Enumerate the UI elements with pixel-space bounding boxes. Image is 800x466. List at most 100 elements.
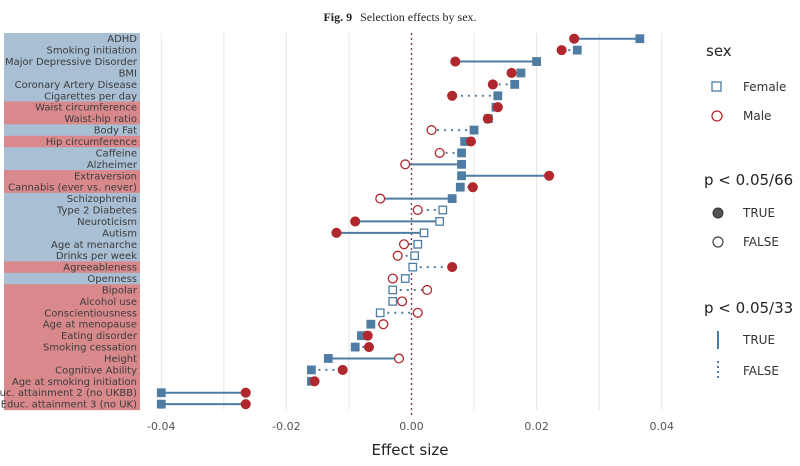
legend: sex Female Male p < 0.05/66 TRUE FALSE p… xyxy=(704,42,793,381)
x-axis-ticks: -0.04 -0.02 0.00 0.02 0.04 xyxy=(147,420,674,433)
male-point xyxy=(375,193,386,204)
trait-label: Age at menopause xyxy=(43,320,137,331)
trait-band xyxy=(4,295,140,308)
trait-label: Alzheimer xyxy=(87,160,138,171)
trait-label: BMI xyxy=(119,68,137,79)
x-tick-label: -0.02 xyxy=(272,420,300,433)
male-point xyxy=(397,296,408,307)
female-point xyxy=(510,79,520,89)
trait-band xyxy=(4,364,140,376)
trait-band xyxy=(4,249,140,262)
trait-label: Smoking cessation xyxy=(43,343,137,354)
male-point xyxy=(240,399,251,410)
grid-lines xyxy=(160,33,663,416)
trait-label: Coronary Artery Disease xyxy=(15,80,137,91)
trait-band xyxy=(4,318,140,331)
legend-male-label: Male xyxy=(743,109,771,123)
legend-female-square xyxy=(711,81,722,92)
female-point xyxy=(400,274,410,283)
male-point xyxy=(506,67,517,79)
male-point xyxy=(556,45,567,56)
male-point xyxy=(392,250,403,261)
trait-label: Extraversion xyxy=(74,171,137,182)
female-point xyxy=(516,68,526,78)
female-point xyxy=(408,262,418,272)
trait-label: Age at menarche xyxy=(51,240,137,251)
trait-band xyxy=(4,147,140,159)
female-point xyxy=(457,159,466,169)
female-point xyxy=(375,308,385,318)
x-axis-title: Effect size xyxy=(371,441,448,459)
male-point xyxy=(422,284,433,296)
female-point xyxy=(455,182,465,192)
female-point xyxy=(413,239,423,249)
trait-band xyxy=(4,329,140,342)
trait-band xyxy=(4,124,140,137)
legend-sex-title: sex xyxy=(706,42,732,60)
trait-bands xyxy=(4,33,140,411)
male-point xyxy=(412,204,423,216)
trait-label: Openness xyxy=(87,274,137,285)
trait-label: Bipolar xyxy=(102,285,138,296)
male-point xyxy=(309,376,320,387)
legend-p66-false-marker xyxy=(712,236,724,248)
male-point xyxy=(467,182,478,193)
male-point xyxy=(337,364,348,375)
trait-label: Cigarettes per day xyxy=(44,91,137,102)
male-point xyxy=(400,159,411,170)
trait-band xyxy=(4,44,140,57)
trait-band xyxy=(4,272,140,285)
trait-label: Cognitive Ability xyxy=(55,365,137,376)
male-point xyxy=(412,307,423,318)
trait-label: Waist circumference xyxy=(35,103,137,114)
trait-label: Educ. attainment 2 (no UKBB) xyxy=(0,388,137,399)
female-point xyxy=(366,319,376,329)
x-tick-label: -0.04 xyxy=(147,420,175,433)
trait-label: Major Depressive Disorder xyxy=(5,57,138,68)
legend-p33-title: p < 0.05/33 xyxy=(704,299,793,317)
male-point xyxy=(363,341,375,353)
plot-marks xyxy=(156,33,645,410)
male-point xyxy=(434,147,445,158)
female-point xyxy=(438,205,448,215)
trait-label: ADHD xyxy=(107,34,137,45)
trait-band xyxy=(4,398,140,411)
male-point xyxy=(465,136,476,147)
x-tick-label: 0.00 xyxy=(399,420,424,433)
trait-band xyxy=(4,261,140,274)
legend-p33-true-label: TRUE xyxy=(742,333,775,347)
female-point xyxy=(350,342,360,352)
trait-label: Alcohol use xyxy=(80,297,137,308)
female-point xyxy=(388,285,398,295)
female-point xyxy=(457,148,466,158)
male-point xyxy=(487,79,498,90)
trait-band xyxy=(4,67,140,79)
figure-caption: Fig. 9 Selection effects by sex. xyxy=(323,10,476,24)
trait-band xyxy=(4,101,140,114)
trait-band xyxy=(4,55,140,68)
trait-band xyxy=(4,307,140,319)
female-point xyxy=(419,228,429,238)
female-point xyxy=(307,365,316,375)
trait-label: Drinks per week xyxy=(56,251,137,262)
trait-label: Caffeine xyxy=(96,148,137,159)
male-point xyxy=(450,56,461,67)
trait-label: Autism xyxy=(102,228,137,239)
trait-label: Height xyxy=(104,354,137,365)
trait-label: Neuroticism xyxy=(77,217,137,228)
male-point xyxy=(378,319,389,330)
legend-p66-false-label: FALSE xyxy=(743,235,779,249)
trait-band xyxy=(4,158,140,171)
trait-band xyxy=(4,352,140,365)
trait-band xyxy=(4,284,140,296)
trait-band xyxy=(4,204,140,217)
trait-label: Smoking initiation xyxy=(46,46,137,57)
trait-label: Age at smoking initiation xyxy=(12,377,137,388)
legend-male-circle xyxy=(711,110,723,122)
trait-label: Educ. attainment 3 (no UK) xyxy=(1,400,137,411)
trait-band xyxy=(4,135,140,148)
legend-female-label: Female xyxy=(743,80,786,94)
trait-label: Hip circumference xyxy=(46,137,137,148)
female-point xyxy=(572,45,582,55)
